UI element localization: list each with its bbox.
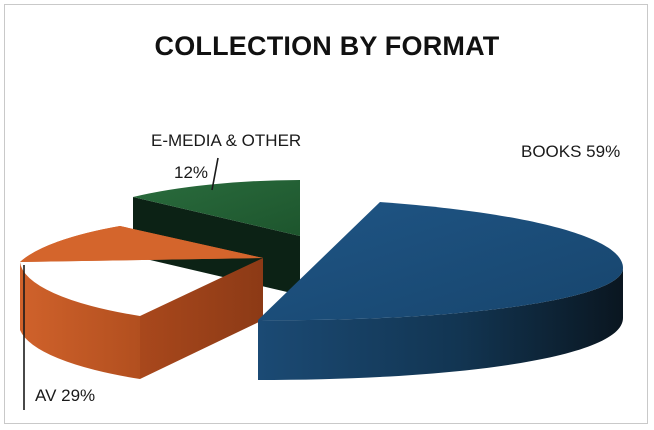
chart-title: COLLECTION BY FORMAT [154, 31, 500, 61]
data-label-emedia: E-MEDIA & OTHER [151, 131, 301, 150]
data-label-books: BOOKS 59% [521, 142, 620, 161]
pie-slice-av-side [20, 262, 140, 379]
pie-slice-av [20, 226, 263, 379]
data-label-emedia-percent: 12% [174, 163, 208, 182]
pie-slice-emedia-top [133, 180, 300, 236]
pie-slice-books-side [258, 268, 623, 380]
leader-line-emedia [211, 157, 219, 191]
pie-slice-books [258, 202, 623, 380]
pie-slice-books-top [258, 202, 623, 321]
data-label-av: AV 29% [35, 386, 95, 405]
pie-slice-av-cut [140, 258, 263, 379]
